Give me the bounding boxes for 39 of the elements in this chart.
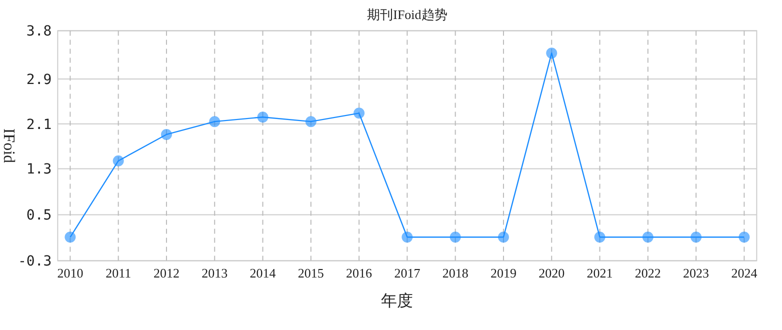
y-tick-label: -0.3 (18, 254, 52, 270)
x-tick-label: 2012 (153, 266, 180, 281)
point (690, 232, 702, 243)
point (402, 232, 413, 243)
point (450, 232, 461, 243)
x-tick-label: 2019 (490, 266, 516, 281)
point (546, 48, 558, 59)
x-tick-label: 2013 (202, 266, 228, 281)
point (64, 232, 76, 243)
y-tick-label: 2.9 (26, 72, 52, 88)
x-tick-label: 2020 (538, 266, 565, 281)
point (498, 232, 509, 243)
x-tick-label: 2015 (298, 266, 324, 281)
point (209, 116, 220, 128)
x-tick-label: 2016 (346, 266, 373, 281)
x-tick-label: 2018 (442, 266, 468, 281)
y-tick-label: 2.1 (26, 116, 52, 133)
y-tick-label: 3.8 (26, 24, 52, 40)
x-tick-label: 2010 (57, 266, 84, 281)
point (642, 232, 654, 243)
x-tick-label: 2011 (106, 266, 132, 281)
point (160, 128, 172, 140)
point (112, 155, 124, 166)
x-tick-label: 2017 (394, 266, 421, 281)
x-tick-label: 2023 (683, 266, 710, 281)
x-tick-label: 2024 (731, 266, 758, 281)
point (738, 232, 750, 243)
point (305, 116, 316, 128)
x-axis-title: 年度 (381, 292, 414, 310)
y-tick-label: 1.3 (26, 162, 52, 178)
x-tick-label: 2021 (586, 266, 613, 281)
x-tick-label: 2022 (634, 266, 661, 281)
y-tick-label: 0.5 (26, 208, 52, 224)
x-tick-label: 2014 (250, 266, 276, 281)
chart-title: 期刊IFoid趋势 (367, 7, 448, 22)
point (354, 108, 365, 119)
point (594, 232, 606, 243)
point (257, 112, 268, 123)
y-axis-title: IFoid (0, 128, 17, 164)
